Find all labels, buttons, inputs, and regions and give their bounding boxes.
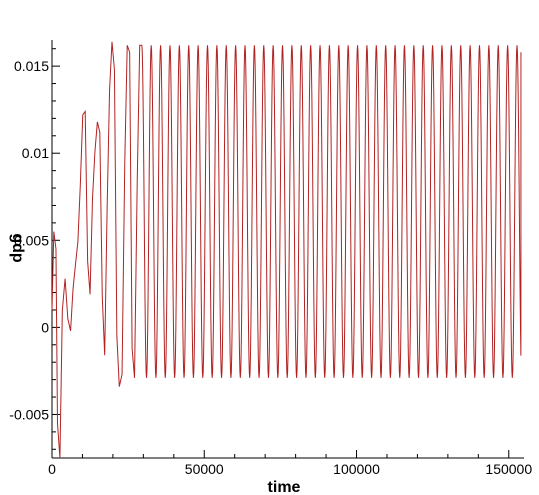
x-axis-title: time bbox=[268, 479, 301, 495]
plot-area bbox=[51, 40, 524, 459]
x-tick-label: 100000 bbox=[333, 461, 380, 477]
y-tick-label: 0 bbox=[41, 319, 49, 335]
x-tick-label: 150000 bbox=[485, 461, 532, 477]
y-tick-label: 0.01 bbox=[22, 145, 49, 161]
y-tick-label: 0.005 bbox=[14, 232, 49, 248]
y-axis-title: gdp bbox=[9, 233, 26, 263]
y-axis: -0.005 0 0.005 0.01 0.015 bbox=[9, 48, 60, 450]
series-line-0 bbox=[51, 41, 522, 459]
x-tick-label: 50000 bbox=[185, 461, 224, 477]
y-tick-label: 0.015 bbox=[14, 58, 49, 74]
series-group bbox=[51, 41, 522, 459]
y-tick-label: -0.005 bbox=[9, 406, 49, 422]
x-axis: 0 50000 100000 150000 bbox=[48, 450, 532, 477]
x-tick-label: 0 bbox=[48, 461, 56, 477]
